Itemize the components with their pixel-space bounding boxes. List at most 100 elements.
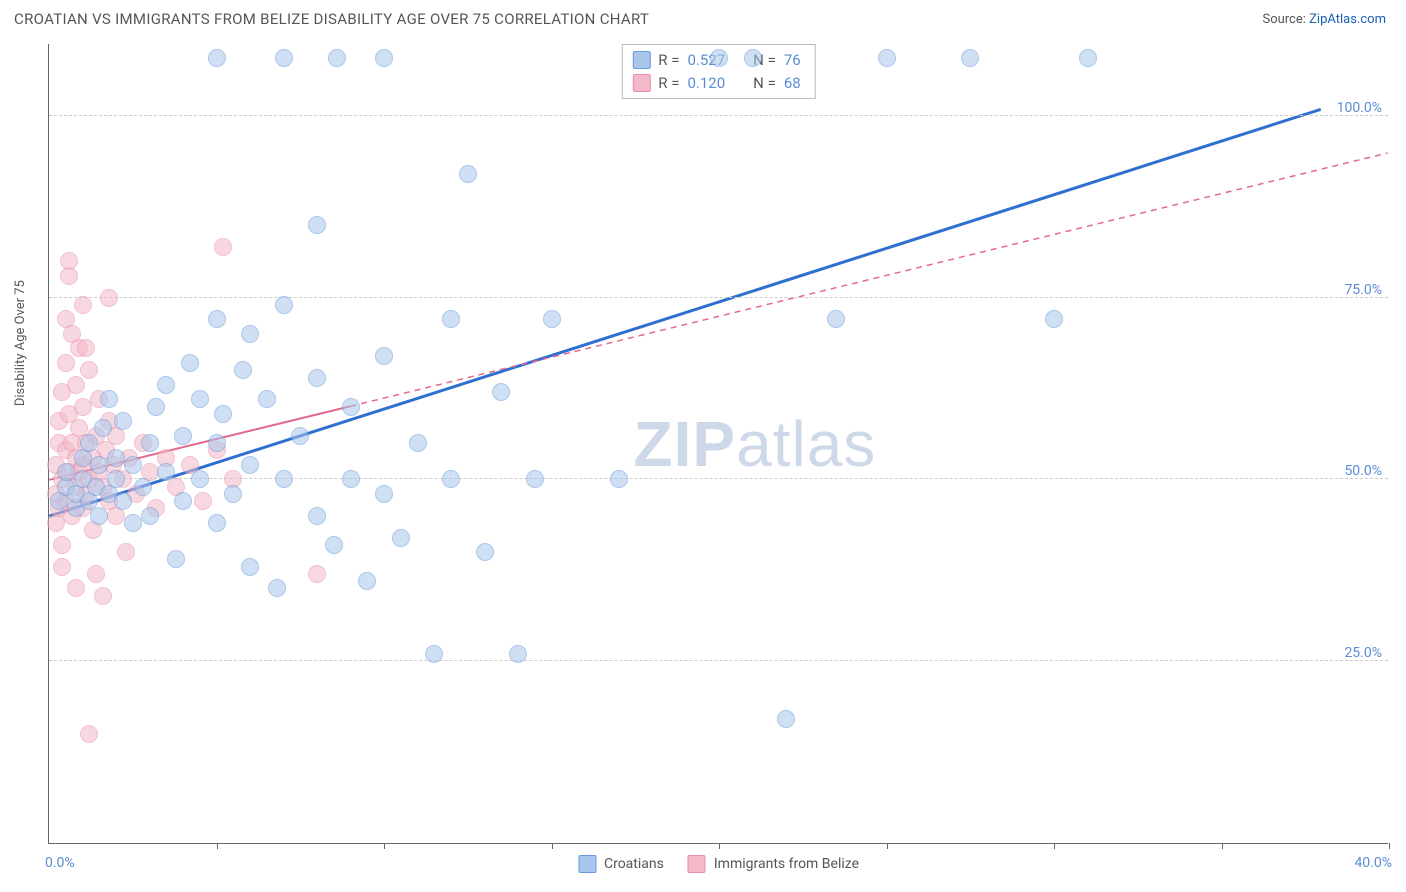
data-point-croatians (275, 49, 293, 67)
x-tick (217, 843, 218, 849)
r-value: 0.120 (687, 72, 725, 95)
data-point-croatians (208, 434, 226, 452)
data-point-croatians (268, 579, 286, 597)
data-point-croatians (509, 645, 527, 663)
x-tick (1389, 843, 1390, 849)
data-point-belize (87, 565, 105, 583)
data-point-croatians (342, 398, 360, 416)
data-point-croatians (100, 390, 118, 408)
data-point-croatians (241, 558, 259, 576)
data-point-croatians (1079, 49, 1097, 67)
data-point-croatians (392, 529, 410, 547)
data-point-belize (57, 354, 75, 372)
watermark: ZIPatlas (634, 407, 877, 481)
data-point-croatians (174, 492, 192, 510)
data-point-belize (80, 725, 98, 743)
data-point-croatians (409, 434, 427, 452)
data-point-croatians (878, 49, 896, 67)
data-point-croatians (291, 427, 309, 445)
r-label: R = (658, 72, 679, 95)
data-point-belize (67, 376, 85, 394)
data-point-croatians (710, 49, 728, 67)
x-tick (1054, 843, 1055, 849)
data-point-croatians (107, 470, 125, 488)
data-point-croatians (308, 369, 326, 387)
data-point-belize (74, 398, 92, 416)
data-point-croatians (94, 419, 112, 437)
data-point-belize (194, 492, 212, 510)
scatter-chart: Disability Age Over 75 ZIPatlas R = 0.52… (48, 44, 1388, 844)
watermark-rest: atlas (736, 408, 876, 480)
data-point-croatians (141, 507, 159, 525)
n-label: N = (753, 72, 776, 95)
data-point-croatians (744, 49, 762, 67)
y-tick-label: 25.0% (1344, 645, 1382, 661)
data-point-croatians (114, 492, 132, 510)
data-point-croatians (147, 398, 165, 416)
data-point-croatians (114, 412, 132, 430)
data-point-belize (74, 296, 92, 314)
data-point-croatians (275, 470, 293, 488)
swatch-croatians (632, 51, 650, 69)
data-point-croatians (234, 361, 252, 379)
data-point-croatians (107, 449, 125, 467)
r-label: R = (658, 49, 679, 72)
chart-header: CROATIAN VS IMMIGRANTS FROM BELIZE DISAB… (0, 0, 1406, 34)
data-point-croatians (526, 470, 544, 488)
x-tick (384, 843, 385, 849)
data-point-croatians (459, 165, 477, 183)
data-point-croatians (328, 49, 346, 67)
data-point-croatians (375, 49, 393, 67)
data-point-croatians (827, 310, 845, 328)
data-point-croatians (141, 434, 159, 452)
source-link[interactable]: ZipAtlas.com (1309, 12, 1386, 27)
data-point-croatians (214, 405, 232, 423)
gridline (49, 297, 1388, 298)
x-tick (719, 843, 720, 849)
data-point-croatians (961, 49, 979, 67)
data-point-belize (53, 558, 71, 576)
data-point-croatians (610, 470, 628, 488)
data-point-croatians (224, 485, 242, 503)
y-tick-label: 75.0% (1344, 282, 1382, 298)
data-point-croatians (308, 216, 326, 234)
data-point-croatians (157, 463, 175, 481)
data-point-croatians (157, 376, 175, 394)
data-point-croatians (124, 456, 142, 474)
data-point-croatians (308, 507, 326, 525)
x-tick (1222, 843, 1223, 849)
data-point-croatians (342, 470, 360, 488)
data-point-croatians (191, 390, 209, 408)
watermark-bold: ZIP (634, 408, 737, 480)
data-point-croatians (275, 296, 293, 314)
data-point-croatians (777, 710, 795, 728)
y-axis-label: Disability Age Over 75 (13, 280, 28, 406)
trend-lines (49, 44, 1388, 843)
data-point-croatians (191, 470, 209, 488)
data-point-croatians (442, 310, 460, 328)
data-point-croatians (90, 507, 108, 525)
data-point-croatians (181, 354, 199, 372)
data-point-belize (80, 361, 98, 379)
source-attribution: Source: ZipAtlas.com (1262, 12, 1386, 27)
data-point-croatians (90, 456, 108, 474)
data-point-croatians (425, 645, 443, 663)
data-point-croatians (492, 383, 510, 401)
x-axis-max: 40.0% (1354, 855, 1392, 871)
x-axis-min: 0.0% (45, 855, 75, 871)
data-point-croatians (208, 310, 226, 328)
data-point-croatians (1045, 310, 1063, 328)
data-point-belize (308, 565, 326, 583)
legend-label: Immigrants from Belize (714, 856, 859, 872)
data-point-croatians (375, 485, 393, 503)
data-point-belize (67, 579, 85, 597)
source-prefix: Source: (1262, 12, 1309, 27)
data-point-belize (60, 252, 78, 270)
data-point-croatians (208, 49, 226, 67)
data-point-croatians (375, 347, 393, 365)
legend-row-belize: R = 0.120 N = 68 (632, 72, 800, 95)
data-point-croatians (57, 463, 75, 481)
chart-title: CROATIAN VS IMMIGRANTS FROM BELIZE DISAB… (14, 10, 649, 28)
legend-item-belize: Immigrants from Belize (688, 855, 859, 873)
data-point-belize (214, 238, 232, 256)
